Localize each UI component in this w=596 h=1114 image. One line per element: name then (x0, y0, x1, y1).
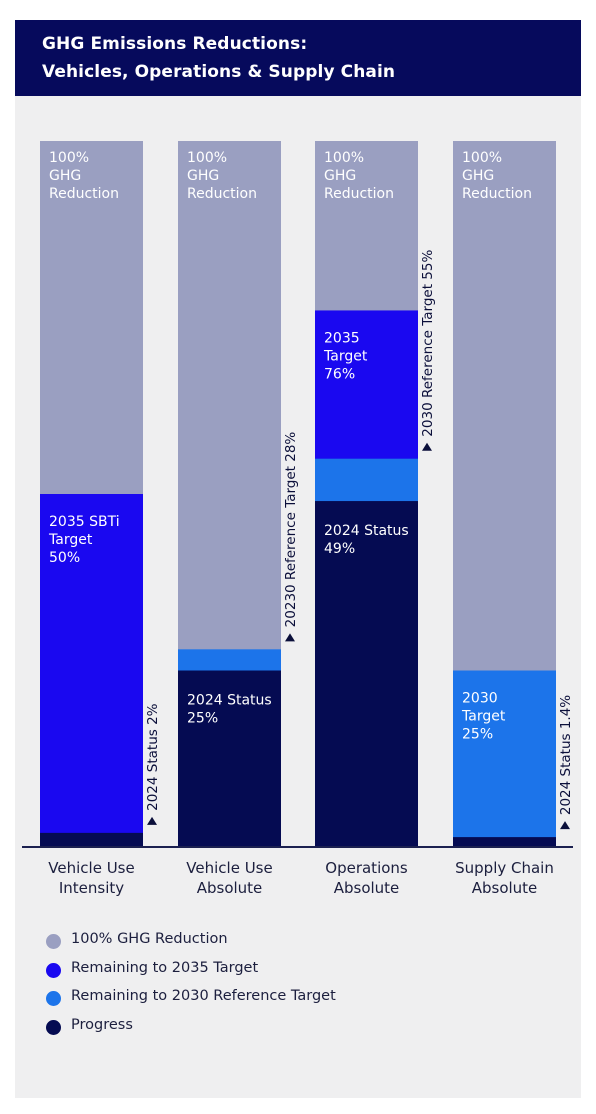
bar-4-total-label-line-2: GHG (462, 168, 494, 184)
bar-1-progress-segment (40, 832, 143, 847)
bar-4-category-label-line-2: Absolute (472, 879, 538, 897)
bar-1-side-annotation: 2024 Status 2% (145, 703, 161, 811)
bar-2-category-label-line-2: Absolute (197, 879, 263, 897)
bar-4-category-label-line-1: Supply Chain (455, 859, 554, 877)
bar-1-target-2035-label-line-2: Target (48, 532, 93, 548)
legend-swatch-2035 (46, 962, 61, 978)
bar-4-target-2030-label-line-1: 2030 (462, 691, 498, 707)
bar-4-total-label-line-1: 100% (462, 150, 502, 166)
bar-3-status-label-line-1: 2024 Status (324, 523, 409, 539)
bar-1-annotation-arrow-icon (147, 816, 157, 825)
bar-2-category-label-line-1: Vehicle Use (186, 859, 272, 877)
bar-1-target-2035-label-line-1: 2035 SBTi (49, 514, 120, 530)
legend-swatch-progress (46, 1019, 61, 1035)
bar-1-remaining-2035-segment (40, 494, 143, 847)
bar-3-annotation-arrow-icon (422, 442, 432, 451)
bar-3-progress-segment (315, 501, 418, 847)
legend-label-2035: Remaining to 2035 Target (71, 959, 259, 976)
chart-title-line-1: GHG Emissions Reductions: (42, 34, 308, 54)
stacked-bar-chart: 100% GHG Reduction 2035 SBTi Target 50% 2024 S… (22, 141, 574, 897)
bar-3-total-label-line-2: GHG (324, 168, 356, 184)
legend-label-2030: Remaining to 2030 Reference Target (71, 988, 336, 1004)
bar-3-target-2035-label-line-3: 76% (324, 366, 355, 382)
bar-2-total-label-line-3: Reduction (187, 186, 257, 202)
bar-1-total-label-line-2: GHG (49, 168, 81, 184)
bar-3-total-label-line-1: 100% (324, 150, 364, 166)
bar-3-side-annotation: 2030 Reference Target 55% (420, 250, 436, 437)
bar-4-target-2030-label-line-3: 25% (462, 727, 493, 743)
bar-3-target-2035-label-line-1: 2035 (324, 330, 360, 346)
bar-3-status-label-line-2: 49% (324, 541, 355, 557)
bar-4-progress-segment (453, 837, 556, 847)
bar-2-side-annotation: 20230 Reference Target 28% (283, 432, 299, 628)
bar-4-total-label-line-3: Reduction (462, 186, 532, 202)
bar-1-category-label-line-1: Vehicle Use (48, 859, 134, 877)
chart-title-line-2: Vehicles, Operations & Supply Chain (42, 62, 396, 82)
bar-1-target-2035-label-line-3: 50% (49, 550, 80, 566)
bar-3-category-label-line-2: Absolute (334, 879, 400, 897)
bar-4-annotation-arrow-icon (560, 821, 570, 830)
legend-label-progress: Progress (71, 1016, 133, 1033)
bar-3-total-label-line-3: Reduction (324, 186, 394, 202)
bar-2-total-label-line-2: GHG (187, 168, 219, 184)
bar-1-total-label-line-1: 100% (49, 150, 89, 166)
bar-4-remaining-2030-segment (453, 670, 556, 847)
bar-1-category-label-line-2: Intensity (59, 879, 124, 897)
chart-header: GHG Emissions Reductions: Vehicles, Oper… (15, 20, 581, 96)
bar-2-annotation-arrow-icon (285, 633, 295, 642)
legend-swatch-2030 (46, 991, 61, 1006)
bar-1-total-label-line-3: Reduction (49, 186, 119, 202)
legend-swatch-full (46, 934, 61, 949)
bar-2-total-label-line-1: 100% (187, 150, 227, 166)
bar-4-target-2030-label-line-2: Target (461, 709, 506, 725)
bar-2-status-label-line-2: 25% (187, 711, 218, 727)
bar-3-target-2035-label-line-2: Target (323, 348, 368, 364)
bar-2-progress-segment (178, 670, 281, 847)
bar-2-status-label-line-1: 2024 Status (187, 693, 272, 709)
bar-3-category-label-line-1: Operations (325, 859, 408, 877)
bar-4-side-annotation: 2024 Status 1.4% (558, 695, 574, 815)
legend-label-full: 100% GHG Reduction (71, 931, 228, 947)
